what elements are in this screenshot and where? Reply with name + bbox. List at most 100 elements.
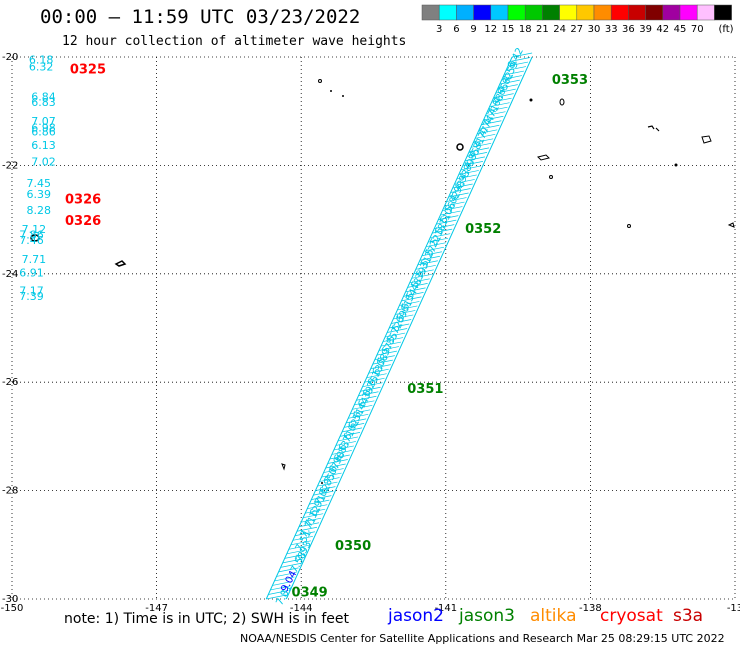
island-outlines bbox=[30, 79, 735, 484]
track-hatch bbox=[448, 192, 469, 198]
color-scale-label: 6 bbox=[453, 24, 459, 35]
lat-tick-label: -28 bbox=[2, 486, 18, 497]
swh-value: 7.45 bbox=[26, 177, 51, 190]
map-grid bbox=[11, 56, 736, 600]
track-hatch bbox=[298, 522, 320, 528]
jason3-track bbox=[265, 52, 533, 600]
track-hatch bbox=[456, 174, 477, 180]
swh-value: 6.18 bbox=[29, 54, 54, 67]
track-values: 7.819.047.587.937.517.717.126.917.026.85… bbox=[274, 46, 526, 607]
lon-tick-label: -144 bbox=[290, 603, 313, 614]
track-hatch bbox=[327, 459, 348, 464]
island bbox=[342, 95, 344, 97]
track-hatch bbox=[503, 70, 524, 76]
track-hatch bbox=[409, 278, 430, 284]
track-hatch bbox=[378, 346, 400, 351]
swh-value: 7.02 bbox=[31, 155, 55, 168]
time-label: 0353 bbox=[552, 73, 588, 88]
track-hatch bbox=[356, 395, 377, 401]
swh-value: 7.07 bbox=[31, 115, 55, 128]
island bbox=[456, 143, 464, 151]
swh-value: 6.13 bbox=[31, 139, 55, 152]
track-hatch bbox=[337, 436, 359, 442]
lat-tick-label: -26 bbox=[2, 377, 18, 388]
track-hatch bbox=[266, 594, 287, 600]
track-hatch bbox=[401, 296, 422, 302]
legend-cryosat: cryosat bbox=[600, 606, 663, 626]
color-scale-label: 15 bbox=[502, 24, 515, 35]
track-edge bbox=[285, 56, 533, 600]
swh-value: 6.86 bbox=[31, 126, 55, 139]
track-hatch bbox=[305, 508, 326, 514]
track-hatch bbox=[350, 409, 371, 415]
track-hatch bbox=[397, 305, 418, 311]
track-hatch bbox=[309, 499, 330, 505]
color-swatch bbox=[714, 4, 732, 21]
track-hatch bbox=[325, 463, 346, 469]
time-label: 0326 bbox=[65, 214, 101, 229]
track-hatch bbox=[505, 66, 527, 71]
time-label: 0351 bbox=[407, 382, 443, 397]
color-scale-label: 3 bbox=[436, 24, 442, 35]
time-label: 0326 bbox=[65, 192, 101, 207]
color-scale-label: 30 bbox=[588, 24, 601, 35]
track-time-labels: 0353 0352 0351 0350 0349 0325 0326 0326 bbox=[65, 62, 588, 600]
time-label: 0350 bbox=[335, 539, 371, 554]
track-hatch bbox=[421, 251, 443, 257]
island bbox=[330, 90, 332, 92]
track-hatch bbox=[290, 540, 311, 546]
track-hatch bbox=[284, 554, 305, 559]
lon-tick-label: -147 bbox=[145, 603, 168, 614]
swh-value: 8.28 bbox=[26, 204, 51, 217]
track-hatch bbox=[509, 57, 531, 62]
track-hatch bbox=[270, 585, 291, 591]
track-hatch bbox=[389, 323, 410, 329]
longitude-tick-labels: -150 -147 -144 -141 -138 -13 bbox=[1, 603, 740, 614]
track-hatch bbox=[294, 531, 316, 537]
track-hatch bbox=[450, 188, 471, 193]
time-label: 0325 bbox=[70, 62, 106, 77]
track-hatch bbox=[442, 206, 463, 211]
island bbox=[114, 260, 127, 267]
track-hatch bbox=[358, 391, 379, 397]
track-hatch bbox=[436, 219, 457, 225]
island bbox=[321, 482, 323, 484]
island bbox=[281, 463, 286, 471]
track-hatch bbox=[301, 517, 322, 523]
track-hatch bbox=[268, 590, 289, 595]
swh-value: 7.86 bbox=[19, 229, 44, 242]
track-hatch bbox=[344, 423, 365, 428]
track-hatch bbox=[495, 88, 516, 94]
swh-value: 6.98 bbox=[31, 121, 55, 134]
page-subtitle: 12 hour collection of altimeter wave hei… bbox=[62, 34, 407, 49]
track-hatch bbox=[411, 273, 432, 279]
lat-tick-label: -20 bbox=[2, 52, 18, 63]
color-scale-legend: 3 6 9 12 15 18 21 24 27 30 33 36 39 42 45 70 (ft) bbox=[421, 4, 734, 35]
track-hatch bbox=[372, 359, 393, 365]
track-hatch bbox=[335, 441, 356, 446]
track-hatch bbox=[432, 228, 453, 234]
legend-jason2: jason2 bbox=[388, 606, 444, 626]
track-hatch bbox=[460, 165, 481, 171]
track-hatch bbox=[483, 115, 504, 121]
track-hatch bbox=[428, 237, 449, 243]
track-hatch bbox=[454, 179, 475, 184]
track-hatch bbox=[360, 386, 381, 392]
track-hatch bbox=[469, 147, 490, 153]
track-hatch bbox=[380, 341, 402, 347]
track-hatch bbox=[423, 246, 445, 252]
lon-tick-label: -138 bbox=[579, 603, 602, 614]
track-hatch bbox=[278, 567, 299, 573]
track-hatch bbox=[475, 133, 496, 139]
track-hatch bbox=[452, 183, 473, 189]
island bbox=[559, 98, 565, 106]
track-hatch bbox=[446, 197, 467, 202]
track-hatch bbox=[342, 427, 363, 433]
swh-value: 7.71 bbox=[22, 253, 47, 266]
track-hatch bbox=[323, 468, 344, 473]
track-hatch bbox=[362, 382, 383, 388]
track-hatch bbox=[413, 269, 434, 275]
left-track-values: 6.186.32 6.846.83 7.076.986.866.13 7.02 7.45… bbox=[19, 54, 56, 303]
track-hatch bbox=[313, 490, 334, 496]
color-scale-label: 36 bbox=[622, 24, 635, 35]
